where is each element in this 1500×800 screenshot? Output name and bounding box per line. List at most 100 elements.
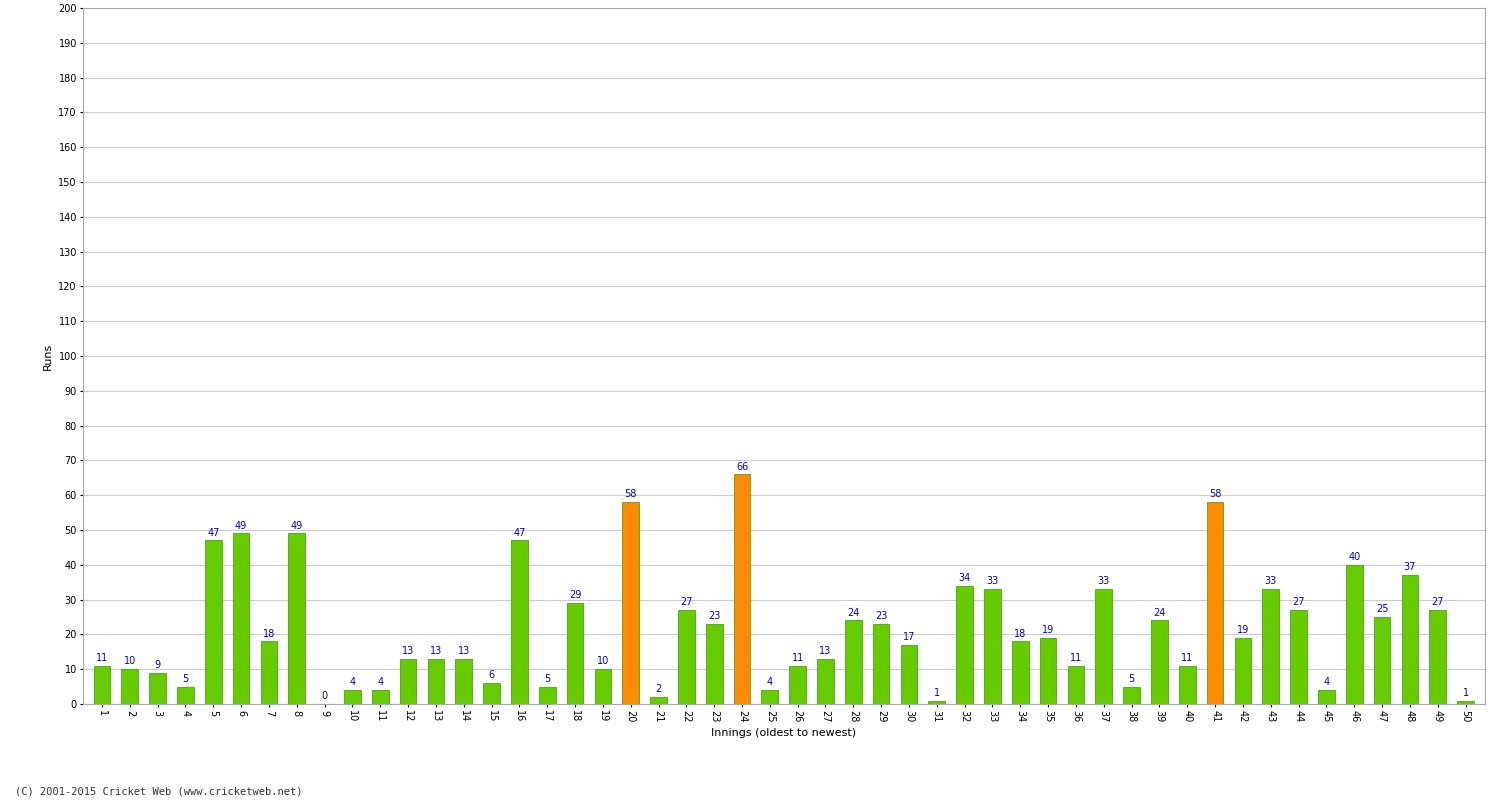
Text: 18: 18 (262, 629, 274, 638)
Bar (483, 683, 500, 704)
Bar (122, 669, 138, 704)
Text: 23: 23 (708, 611, 720, 621)
Bar (818, 658, 834, 704)
Bar (900, 645, 918, 704)
Text: 19: 19 (1238, 625, 1250, 635)
Bar (1290, 610, 1306, 704)
Bar (984, 589, 1000, 704)
Text: 49: 49 (236, 521, 248, 530)
Bar (734, 474, 750, 704)
Text: 33: 33 (987, 576, 999, 586)
Bar (1374, 617, 1390, 704)
Text: 1: 1 (933, 688, 940, 698)
Bar (678, 610, 694, 704)
Text: 47: 47 (513, 528, 525, 538)
Bar (344, 690, 362, 704)
Text: 0: 0 (321, 691, 327, 702)
Bar (789, 666, 806, 704)
Text: 27: 27 (680, 598, 693, 607)
Bar (1456, 701, 1474, 704)
Bar (1401, 575, 1417, 704)
Bar (206, 541, 222, 704)
Text: 58: 58 (1209, 490, 1221, 499)
Text: 33: 33 (1264, 576, 1276, 586)
Text: 40: 40 (1348, 552, 1360, 562)
Text: 37: 37 (1404, 562, 1416, 573)
Text: 66: 66 (736, 462, 748, 471)
Text: 27: 27 (1431, 598, 1444, 607)
Bar (1150, 621, 1168, 704)
Text: 13: 13 (430, 646, 442, 656)
Text: 6: 6 (489, 670, 495, 680)
Text: 11: 11 (96, 653, 108, 663)
Bar (538, 686, 555, 704)
Bar (567, 603, 584, 704)
Text: 24: 24 (1154, 608, 1166, 618)
Bar (1318, 690, 1335, 704)
Y-axis label: Runs: Runs (44, 342, 52, 370)
Bar (1068, 666, 1084, 704)
Text: 25: 25 (1376, 604, 1389, 614)
Text: (C) 2001-2015 Cricket Web (www.cricketweb.net): (C) 2001-2015 Cricket Web (www.cricketwe… (15, 786, 303, 796)
Bar (93, 666, 111, 704)
Text: 4: 4 (1323, 678, 1329, 687)
Text: 47: 47 (207, 528, 219, 538)
Text: 33: 33 (1098, 576, 1110, 586)
Bar (1179, 666, 1196, 704)
Bar (1263, 589, 1280, 704)
Text: 2: 2 (656, 684, 662, 694)
Bar (177, 686, 194, 704)
Text: 9: 9 (154, 660, 160, 670)
Bar (594, 669, 610, 704)
Bar (427, 658, 444, 704)
Bar (288, 534, 304, 704)
Bar (372, 690, 388, 704)
Bar (1346, 565, 1362, 704)
Text: 34: 34 (958, 573, 970, 583)
Text: 58: 58 (624, 490, 638, 499)
Text: 4: 4 (766, 678, 772, 687)
Bar (957, 586, 974, 704)
Bar (762, 690, 778, 704)
Bar (1206, 502, 1224, 704)
Text: 13: 13 (458, 646, 470, 656)
Bar (261, 642, 278, 704)
Text: 5: 5 (1128, 674, 1134, 684)
Bar (1040, 638, 1056, 704)
Text: 5: 5 (544, 674, 550, 684)
Text: 23: 23 (874, 611, 888, 621)
Text: 13: 13 (819, 646, 831, 656)
Text: 18: 18 (1014, 629, 1026, 638)
Text: 10: 10 (123, 657, 136, 666)
Bar (844, 621, 861, 704)
Text: 24: 24 (847, 608, 859, 618)
Bar (512, 541, 528, 704)
Text: 29: 29 (568, 590, 580, 600)
Text: 49: 49 (291, 521, 303, 530)
Bar (1013, 642, 1029, 704)
Text: 11: 11 (1180, 653, 1194, 663)
Bar (1430, 610, 1446, 704)
Text: 27: 27 (1293, 598, 1305, 607)
Text: 1: 1 (1462, 688, 1468, 698)
Bar (1234, 638, 1251, 704)
Text: 11: 11 (792, 653, 804, 663)
X-axis label: Innings (oldest to newest): Innings (oldest to newest) (711, 728, 856, 738)
Text: 4: 4 (350, 678, 355, 687)
Bar (232, 534, 249, 704)
Bar (706, 624, 723, 704)
Text: 10: 10 (597, 657, 609, 666)
Bar (399, 658, 417, 704)
Text: 17: 17 (903, 632, 915, 642)
Bar (456, 658, 472, 704)
Bar (622, 502, 639, 704)
Bar (928, 701, 945, 704)
Bar (150, 673, 166, 704)
Text: 13: 13 (402, 646, 414, 656)
Bar (650, 697, 668, 704)
Text: 5: 5 (183, 674, 189, 684)
Text: 4: 4 (376, 678, 384, 687)
Text: 11: 11 (1070, 653, 1082, 663)
Text: 19: 19 (1042, 625, 1054, 635)
Bar (873, 624, 889, 704)
